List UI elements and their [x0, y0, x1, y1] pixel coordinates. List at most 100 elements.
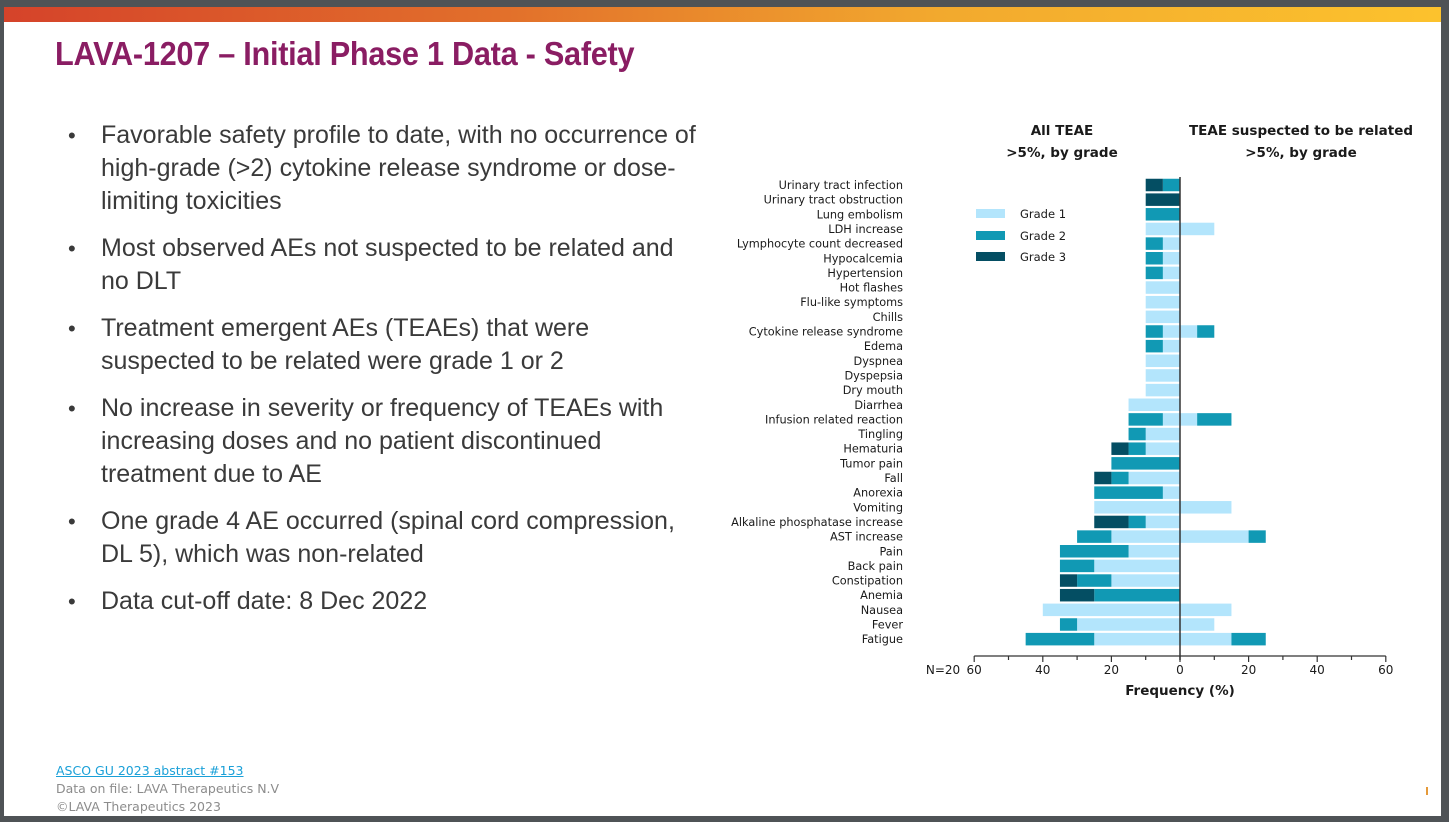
right-panel-title-line1: TEAE suspected to be related [1189, 123, 1413, 139]
category-label: Dyspnea [854, 355, 903, 368]
bar-all-teae-grade3 [1094, 471, 1112, 485]
bullet-item: • Favorable safety profile to date, with … [68, 121, 696, 215]
category-label: Hypocalcemia [823, 252, 903, 265]
bar-all-teae-grade1 [1145, 383, 1180, 397]
right-panel-title-line2: >5%, by grade [1245, 145, 1356, 161]
x-axis-label: Frequency (%) [1125, 683, 1235, 699]
category-label: Tumor pain [839, 457, 903, 470]
left-panel-title-line1: All TEAE [1031, 123, 1094, 139]
bar-all-teae-grade2 [1059, 559, 1095, 573]
bar-all-teae-grade2 [1145, 252, 1163, 265]
n-label: N=20 [926, 663, 960, 677]
x-tick-label: 20 [1241, 663, 1256, 677]
bar-all-teae-grade2 [1077, 530, 1112, 543]
page-number-mark [1426, 787, 1428, 795]
category-label: Tingling [857, 428, 903, 441]
bar-all-teae-grade1 [1077, 618, 1180, 631]
bar-all-teae-grade1 [1145, 369, 1180, 382]
bar-all-teae-grade2 [1145, 208, 1180, 221]
category-label: Cytokine release syndrome [749, 326, 903, 339]
bar-all-teae-grade3 [1059, 574, 1078, 587]
bar-all-teae-grade3 [1145, 193, 1180, 206]
bar-related-teae-grade2 [1197, 325, 1215, 338]
x-tick-label: 20 [1104, 663, 1119, 677]
bullet-dot-icon: • [68, 236, 76, 261]
legend-swatch-grade2 [976, 231, 1005, 240]
category-label: Dry mouth [843, 384, 903, 397]
bar-all-teae-grade1 [1128, 545, 1180, 558]
bar-all-teae-grade3 [1094, 515, 1129, 529]
left-panel-title-line2: >5%, by grade [1006, 145, 1117, 161]
bar-related-teae-grade1 [1180, 222, 1215, 236]
category-label: Vomiting [853, 501, 903, 514]
bullet-dot-icon: • [68, 396, 76, 421]
category-label: Chills [873, 311, 903, 324]
bar-all-teae-grade1 [1162, 252, 1180, 265]
bar-all-teae-grade2 [1111, 457, 1180, 470]
legend-swatch-grade1 [976, 209, 1005, 218]
bullet-dot-icon: • [68, 123, 76, 148]
category-label: Urinary tract infection [779, 179, 903, 192]
category-label: Flu-like symptoms [800, 296, 903, 309]
bar-all-teae-grade1 [1111, 530, 1180, 543]
bar-all-teae-grade1 [1145, 281, 1180, 294]
bar-all-teae-grade1 [1145, 427, 1180, 441]
bar-all-teae-grade2 [1128, 515, 1146, 529]
category-label: Alkaline phosphatase increase [731, 516, 903, 529]
bar-all-teae-grade3 [1059, 588, 1095, 602]
bar-all-teae-grade2 [1128, 427, 1146, 441]
footer: ASCO GU 2023 abstract #153 Data on file:… [56, 762, 279, 816]
category-label: LDH increase [828, 223, 903, 236]
bar-all-teae-grade3 [1111, 442, 1129, 455]
footer-data-on-file: Data on file: LAVA Therapeutics N.V [56, 781, 280, 796]
bar-related-teae-grade1 [1180, 413, 1198, 426]
bar-all-teae-grade2 [1059, 618, 1078, 631]
bar-related-teae-grade2 [1197, 413, 1232, 426]
bar-all-teae-grade2 [1145, 339, 1163, 353]
bar-all-teae-grade2 [1025, 632, 1095, 646]
header-gradient-band [4, 7, 1441, 22]
ae-butterfly-chart: All TEAE >5%, by grade TEAE suspected to… [731, 123, 1413, 699]
x-tick-label: 0 [1176, 663, 1184, 677]
bar-all-teae-grade1 [1042, 603, 1180, 617]
bar-all-teae-grade1 [1128, 471, 1180, 485]
x-tick-label: 60 [967, 663, 982, 677]
bar-related-teae-grade1 [1180, 501, 1232, 514]
category-label: Urinary tract obstruction [764, 194, 903, 207]
category-label: Fatigue [862, 633, 903, 646]
bar-all-teae-grade3 [1145, 178, 1163, 192]
bar-all-teae-grade1 [1111, 574, 1180, 587]
x-tick-label: 60 [1378, 663, 1393, 677]
bar-all-teae-grade1 [1128, 398, 1180, 411]
bar-all-teae-grade2 [1145, 266, 1163, 280]
bar-all-teae-grade2 [1162, 178, 1180, 192]
source-link[interactable]: ASCO GU 2023 abstract #153 [56, 763, 244, 778]
bar-all-teae-grade2 [1077, 574, 1112, 587]
bar-all-teae-grade2 [1059, 545, 1129, 558]
category-label: Hypertension [827, 267, 903, 280]
category-label: Constipation [832, 575, 903, 588]
bar-related-teae-grade1 [1180, 530, 1249, 543]
legend-label-grade1: Grade 1 [1020, 207, 1066, 221]
category-label: Hematuria [843, 443, 903, 456]
category-label: Lung embolism [817, 208, 903, 221]
bar-related-teae-grade1 [1180, 603, 1232, 617]
category-label: Nausea [861, 604, 903, 617]
legend-label-grade3: Grade 3 [1020, 250, 1066, 264]
bullet-dot-icon: • [68, 509, 76, 534]
bullet-list: • Favorable safety profile to date, with … [62, 119, 702, 632]
bar-all-teae-grade1 [1162, 325, 1180, 338]
category-label: Lymphocyte count decreased [737, 238, 903, 251]
bar-all-teae-grade1 [1145, 222, 1180, 236]
bar-all-teae-grade1 [1162, 413, 1180, 426]
category-label: Infusion related reaction [765, 413, 903, 426]
category-label: Fall [884, 472, 903, 485]
x-tick-label: 40 [1035, 663, 1050, 677]
bar-all-teae-grade2 [1094, 588, 1180, 602]
bullet-dot-icon: • [68, 589, 76, 614]
bullet-item: • No increase in severity or frequency of… [68, 394, 664, 488]
category-label: Edema [864, 340, 903, 353]
category-label: Anemia [860, 589, 903, 602]
category-label: AST increase [830, 531, 903, 544]
bar-related-teae-grade2 [1231, 632, 1266, 646]
